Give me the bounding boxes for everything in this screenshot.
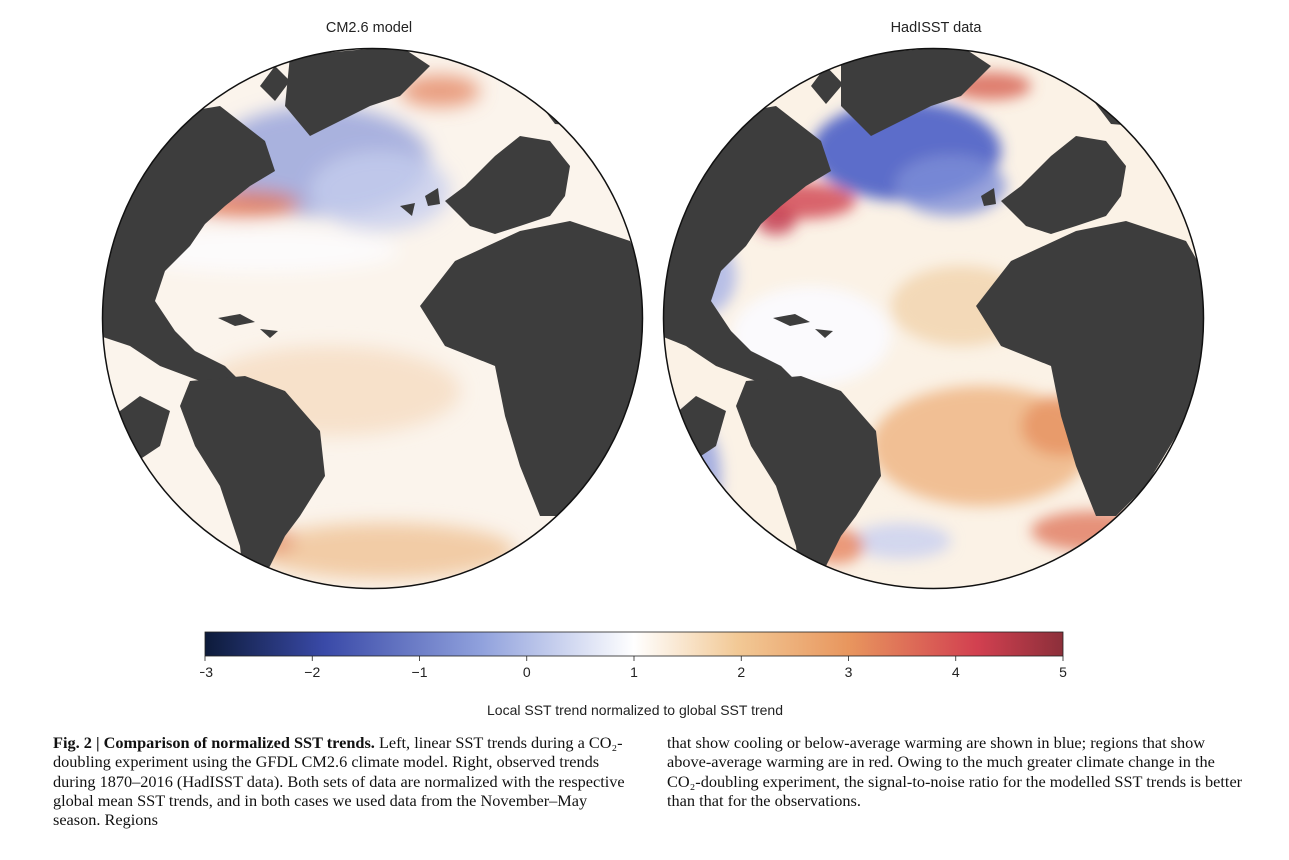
colorbar-tick-label: 3 <box>845 664 853 680</box>
colorbar-tick-label: 5 <box>1059 664 1067 680</box>
colorbar-gradient <box>204 631 1064 657</box>
colorbar-tick-label: 2 <box>737 664 745 680</box>
colorbar-tick-label: 1 <box>630 664 638 680</box>
colorbar-tick-label: 4 <box>952 664 960 680</box>
observed-globe-map <box>662 47 1205 590</box>
model-globe-map <box>101 47 644 590</box>
caption-right-text: that show cooling or below-average warmi… <box>667 733 1243 810</box>
colorbar-tick-label: −2 <box>304 664 320 680</box>
caption-left-text: Left, linear SST trends during a CO₂-dou… <box>53 733 625 830</box>
right-panel-title: HadISST data <box>890 20 982 36</box>
left-panel-title: CM2.6 model <box>325 20 413 36</box>
colorbar: −3 −2 −1 0 1 2 3 4 5 <box>200 631 1067 680</box>
caption-right-column: that show cooling or below-average warmi… <box>667 733 1252 810</box>
figure-label: Fig. 2 | Comparison of normalized SST tr… <box>53 733 375 752</box>
colorbar-tick-label: −1 <box>412 664 428 680</box>
colorbar-tick-label: −3 <box>200 664 213 680</box>
colorbar-tick-label: 0 <box>523 664 531 680</box>
colorbar-label: Local SST trend normalized to global SST… <box>487 702 783 718</box>
caption-left-column: Fig. 2 | Comparison of normalized SST tr… <box>53 733 628 829</box>
